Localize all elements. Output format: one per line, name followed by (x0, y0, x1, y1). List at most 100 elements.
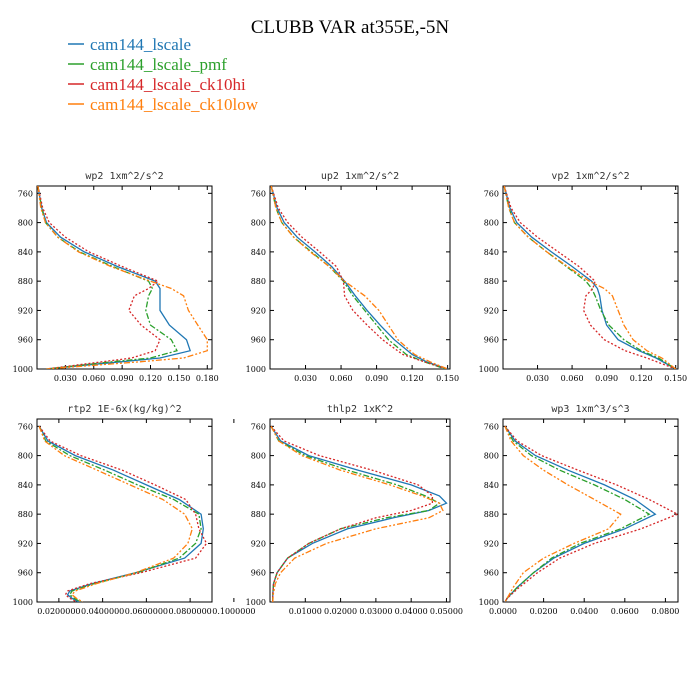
y-tick-label: 920 (484, 306, 499, 315)
series-line-cam144_lscale (270, 425, 448, 602)
x-tick-label: 0.120 (630, 374, 653, 383)
y-tick-label: 880 (18, 277, 33, 286)
y-tick-label: 800 (484, 219, 499, 228)
series-line-cam144_lscale_ck10hi (270, 186, 448, 369)
series-line-cam144_lscale_pmf (504, 425, 651, 602)
x-tick-label: 0.030 (54, 374, 77, 383)
x-tick-label: 0.0400000 (81, 607, 124, 616)
panel-title: wp2 1xm^2/s^2 (85, 171, 163, 182)
series-line-cam144_lscale (504, 425, 657, 602)
x-tick-label: 0.02000 (324, 607, 357, 616)
y-tick-label: 920 (251, 306, 266, 315)
x-tick-label: 0.060 (561, 374, 584, 383)
legend: cam144_lscalecam144_lscale_pmfcam144_lsc… (68, 35, 259, 114)
plot-frame (269, 185, 451, 370)
series-line-cam144_lscale_ck10low (504, 426, 622, 602)
x-tick-label: 0.090 (365, 374, 388, 383)
series-line-cam144_lscale_ck10hi (503, 186, 676, 369)
series-line-cam144_lscale_ck10hi (38, 425, 208, 602)
y-tick-label: 1000 (13, 598, 33, 607)
y-tick-label: 800 (484, 452, 499, 461)
x-tick-label: 0.05000 (430, 607, 463, 616)
x-tick-label: 0.090 (111, 374, 134, 383)
x-tick-label: 0.0200000 (37, 607, 80, 616)
x-tick-label: 0.150 (436, 374, 459, 383)
figure-title: CLUBB VAR at355E,-5N (251, 17, 450, 38)
y-tick-label: 960 (18, 336, 33, 345)
panel-1: wp2 1xm^2/s^2 760 800 840 880 920 960 1000 0.030… (13, 171, 219, 383)
y-tick-label: 840 (251, 248, 266, 257)
y-tick-label: 960 (484, 336, 499, 345)
legend-label: cam144_lscale (90, 35, 191, 54)
y-tick-label: 1000 (246, 365, 266, 374)
series-line-cam144_lscale (38, 425, 204, 602)
y-tick-label: 920 (251, 539, 266, 548)
y-tick-label: 760 (18, 422, 33, 431)
x-tick-label: 0.01000 (289, 607, 322, 616)
y-tick-label: 760 (251, 422, 266, 431)
panel-5: thlp2 1xK^2 760 800 840 880 920 960 1000 0.01000… (246, 404, 463, 616)
series-line-cam144_lscale_pmf (38, 426, 202, 602)
panel-2: up2 1xm^2/s^2 760 800 840 880 920 960 1000 0.030… (246, 171, 459, 383)
y-tick-label: 960 (18, 569, 33, 578)
x-tick-label: 0.0600 (611, 607, 639, 616)
series-line-cam144_lscale_ck10hi (37, 186, 161, 369)
y-tick-label: 800 (251, 452, 266, 461)
legend-label: cam144_lscale_pmf (90, 55, 227, 74)
y-tick-label: 1000 (13, 365, 33, 374)
y-tick-label: 800 (18, 452, 33, 461)
y-tick-label: 840 (251, 481, 266, 490)
y-tick-label: 880 (484, 510, 499, 519)
x-tick-label: 0.0800000 (168, 607, 211, 616)
x-tick-label: 0.090 (595, 374, 618, 383)
y-tick-label: 1000 (246, 598, 266, 607)
x-tick-label: 0.03000 (359, 607, 392, 616)
plot-frame (269, 418, 451, 603)
y-tick-label: 800 (251, 219, 266, 228)
series-line-cam144_lscale (503, 186, 677, 369)
x-tick-label: 0.0000 (489, 607, 517, 616)
y-tick-label: 880 (251, 510, 266, 519)
series-line-cam144_lscale_pmf (270, 425, 441, 602)
plot-frame (502, 418, 679, 603)
panel-3: vp2 1xm^2/s^2 760 800 840 880 920 960 1000 0.030… (479, 171, 688, 383)
panel-title: rtp2 1E-6x(kg/kg)^2 (67, 404, 181, 415)
x-tick-label: 0.180 (196, 374, 219, 383)
y-tick-label: 800 (18, 219, 33, 228)
x-tick-label: 0.0200 (530, 607, 558, 616)
y-tick-label: 960 (251, 569, 266, 578)
x-tick-label: 0.060 (330, 374, 353, 383)
y-tick-label: 840 (18, 248, 33, 257)
y-tick-label: 880 (251, 277, 266, 286)
y-tick-label: 760 (251, 189, 266, 198)
panel-title: thlp2 1xK^2 (327, 404, 393, 415)
x-tick-label: 0.1000000 (212, 607, 255, 616)
y-tick-label: 880 (18, 510, 33, 519)
y-tick-label: 880 (484, 277, 499, 286)
panel-title: vp2 1xm^2/s^2 (551, 171, 629, 182)
panel-4: rtp2 1E-6x(kg/kg)^2 760 800 840 880 920 960 100… (13, 404, 256, 616)
series-line-cam144_lscale_ck10low (37, 186, 208, 369)
series-line-cam144_lscale_ck10hi (270, 425, 434, 602)
y-tick-label: 760 (484, 422, 499, 431)
series-line-cam144_lscale (270, 186, 448, 369)
series-line-cam144_lscale_pmf (503, 186, 677, 369)
panel-6: wp3 1xm^3/s^3 760 800 840 880 920 960 10000.000… (479, 404, 680, 616)
y-tick-label: 840 (18, 481, 33, 490)
y-tick-label: 920 (18, 306, 33, 315)
y-tick-label: 920 (18, 539, 33, 548)
legend-label: cam144_lscale_ck10hi (90, 75, 246, 94)
series-line-cam144_lscale (37, 186, 192, 369)
x-tick-label: 0.0600000 (125, 607, 168, 616)
legend-label: cam144_lscale_ck10low (90, 95, 259, 114)
y-tick-label: 920 (484, 539, 499, 548)
y-tick-label: 1000 (479, 365, 499, 374)
series-line-cam144_lscale_ck10low (503, 186, 677, 369)
plot-frame (36, 418, 213, 603)
x-tick-label: 0.150 (664, 374, 687, 383)
series-line-cam144_lscale_pmf (270, 186, 446, 369)
x-tick-label: 0.0400 (570, 607, 598, 616)
y-tick-label: 760 (484, 189, 499, 198)
x-tick-label: 0.150 (167, 374, 190, 383)
